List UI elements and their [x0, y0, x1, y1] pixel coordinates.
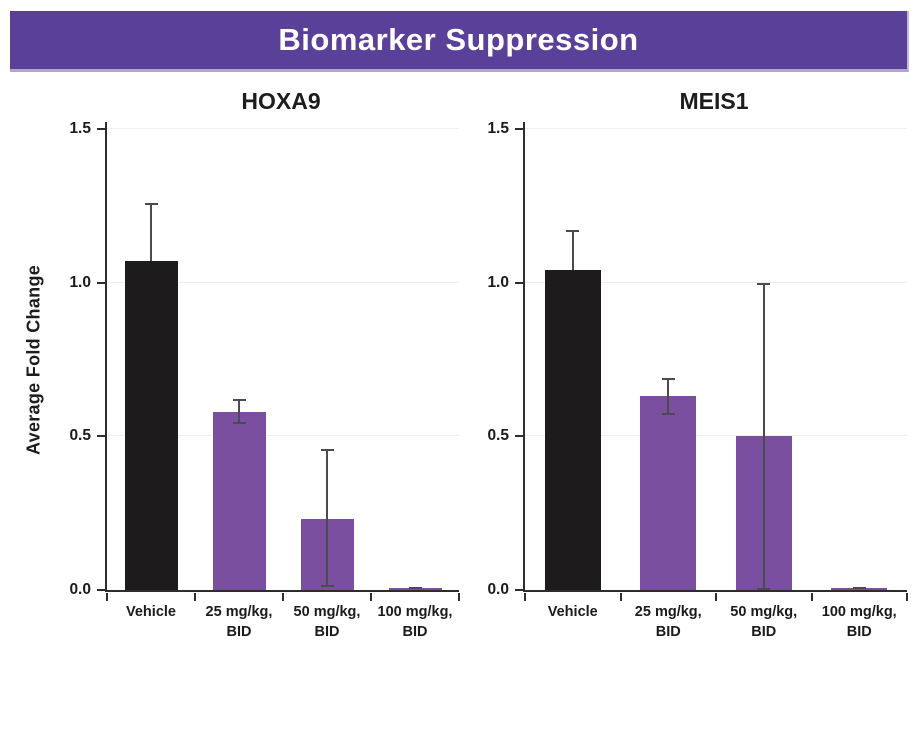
x-category-label: 50 mg/kg, BID: [716, 602, 812, 642]
figure-title: Biomarker Suppression: [278, 22, 639, 57]
error-bar: [571, 230, 574, 271]
x-category-label: 25 mg/kg, BID: [621, 602, 717, 642]
error-bar: [762, 282, 765, 590]
x-axis-tick: [194, 592, 196, 601]
x-category-label-line: Vehicle: [126, 604, 176, 620]
y-axis-tick: [514, 435, 523, 438]
x-axis-tick: [524, 592, 526, 601]
x-category-label-line: BID: [751, 624, 777, 640]
bar-vehicle: [544, 270, 601, 590]
x-category-label-line: BID: [402, 624, 428, 640]
y-axis-tick: [96, 589, 105, 591]
error-bar: [238, 399, 240, 425]
y-tick-label: 1.5: [69, 120, 91, 137]
x-category-label-line: Vehicle: [547, 604, 598, 620]
x-category-label-line: 100 mg/kg,: [821, 604, 897, 620]
gridline: [525, 128, 907, 129]
y-axis-tick: [514, 128, 523, 130]
error-bar-cap-top: [852, 586, 866, 589]
y-tick-label: 0.5: [487, 427, 509, 445]
bar-25-mg-kg-bid: [640, 396, 697, 590]
y-tick-label: 1.5: [487, 120, 509, 137]
error-bar: [326, 448, 328, 587]
error-bar: [150, 202, 152, 262]
x-axis-tick: [715, 592, 717, 601]
error-bar-cap-top: [408, 586, 422, 589]
error-bar-cap-bottom: [757, 588, 771, 590]
x-category-label-line: 50 mg/kg,: [730, 604, 798, 620]
chart-title-meis1: MEIS1: [679, 88, 749, 114]
error-bar-cap-top: [661, 377, 675, 380]
x-category-label: 100 mg/kg, BID: [812, 602, 908, 642]
error-bar: [667, 377, 670, 415]
x-category-label: 25 mg/kg, BID: [195, 602, 283, 642]
x-category-label-line: 50 mg/kg,: [293, 604, 361, 620]
x-axis-tick: [370, 592, 372, 601]
x-category-label-line: 100 mg/kg,: [377, 604, 453, 620]
x-axis-tick: [458, 592, 460, 601]
x-axis-tick: [810, 592, 813, 601]
bar-100-mg-kg-bid: [388, 588, 442, 590]
y-axis-tick: [514, 281, 523, 284]
y-axis-tick: [96, 435, 105, 438]
x-axis-tick: [106, 592, 108, 601]
gridline: [107, 128, 459, 129]
gridline: [525, 281, 907, 283]
error-bar-cap-bottom: [661, 412, 675, 415]
y-axis-title: Average Fold Change: [23, 264, 44, 455]
gridline: [107, 435, 459, 437]
bar-vehicle: [124, 261, 178, 590]
gridline: [107, 281, 459, 283]
bar-25-mg-kg-bid: [212, 411, 266, 590]
error-bar-cap-top: [232, 399, 246, 402]
x-category-label: Vehicle: [525, 602, 621, 622]
y-axis-tick: [96, 281, 105, 284]
x-category-label-line: 25 mg/kg,: [634, 604, 702, 620]
error-bar-cap-top: [144, 202, 158, 205]
x-category-label-line: BID: [226, 624, 252, 640]
banner: Biomarker Suppression: [10, 11, 909, 72]
error-bar-cap-bottom: [232, 422, 246, 425]
y-tick-label: 0.0: [69, 581, 91, 598]
bar-100-mg-kg-bid: [831, 588, 888, 590]
plot-area-hoxa9: 0.0 0.5 1.0 1.5 Vehicle 25 mg/kg, BID 50 mg/kg,…: [69, 120, 460, 640]
gridline: [525, 435, 907, 437]
y-tick-label: 1.0: [69, 273, 91, 291]
x-category-label-line: BID: [314, 624, 340, 640]
x-category-label: 100 mg/kg, BID: [371, 602, 459, 642]
error-bar-cap-top: [320, 448, 334, 451]
chart-title-hoxa9: HOXA9: [241, 88, 321, 114]
error-bar-cap-top: [757, 282, 771, 285]
x-axis-tick: [619, 592, 622, 601]
x-category-label: 50 mg/kg, BID: [283, 602, 371, 642]
y-tick-label: 0.0: [487, 581, 509, 598]
x-axis-tick: [906, 592, 908, 601]
y-tick-label: 0.5: [69, 427, 91, 445]
y-axis-tick: [96, 128, 105, 130]
plot-area-meis1: 0.0 0.5 1.0 1.5 Vehicle 25 mg/kg, BID 50 mg/kg,…: [487, 120, 908, 640]
x-category-label-line: BID: [655, 624, 681, 640]
error-bar-cap-bottom: [320, 584, 334, 587]
x-category-label-line: 25 mg/kg,: [205, 604, 273, 620]
x-category-label-line: BID: [846, 624, 872, 640]
y-axis-tick: [514, 589, 523, 591]
x-category-label: Vehicle: [107, 602, 195, 622]
y-tick-label: 1.0: [487, 273, 509, 291]
error-bar-cap-top: [566, 230, 580, 233]
x-axis-tick: [282, 592, 284, 601]
